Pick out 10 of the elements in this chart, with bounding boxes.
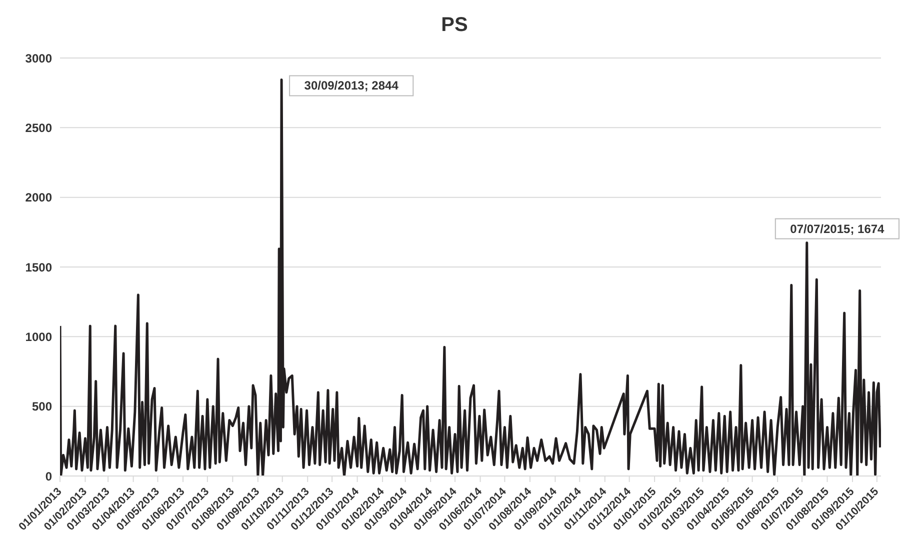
y-tick-label: 2500 bbox=[25, 120, 52, 135]
y-tick-label: 1500 bbox=[25, 260, 52, 274]
y-tick-label: 0 bbox=[45, 469, 52, 484]
y-tick-label: 1000 bbox=[25, 330, 52, 344]
annotation: 30/09/2013; 2844 bbox=[304, 78, 399, 93]
chart-title: PS bbox=[440, 13, 469, 38]
y-tick-label: 2000 bbox=[25, 190, 52, 205]
annotation: 07/07/2015; 1674 bbox=[790, 222, 885, 236]
y-tick-label: 3000 bbox=[25, 51, 52, 66]
y-tick-label: 500 bbox=[32, 400, 52, 414]
